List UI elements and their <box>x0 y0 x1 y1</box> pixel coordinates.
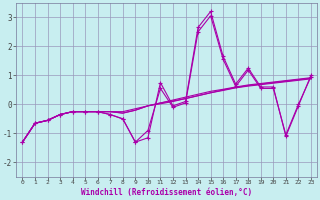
X-axis label: Windchill (Refroidissement éolien,°C): Windchill (Refroidissement éolien,°C) <box>81 188 252 197</box>
